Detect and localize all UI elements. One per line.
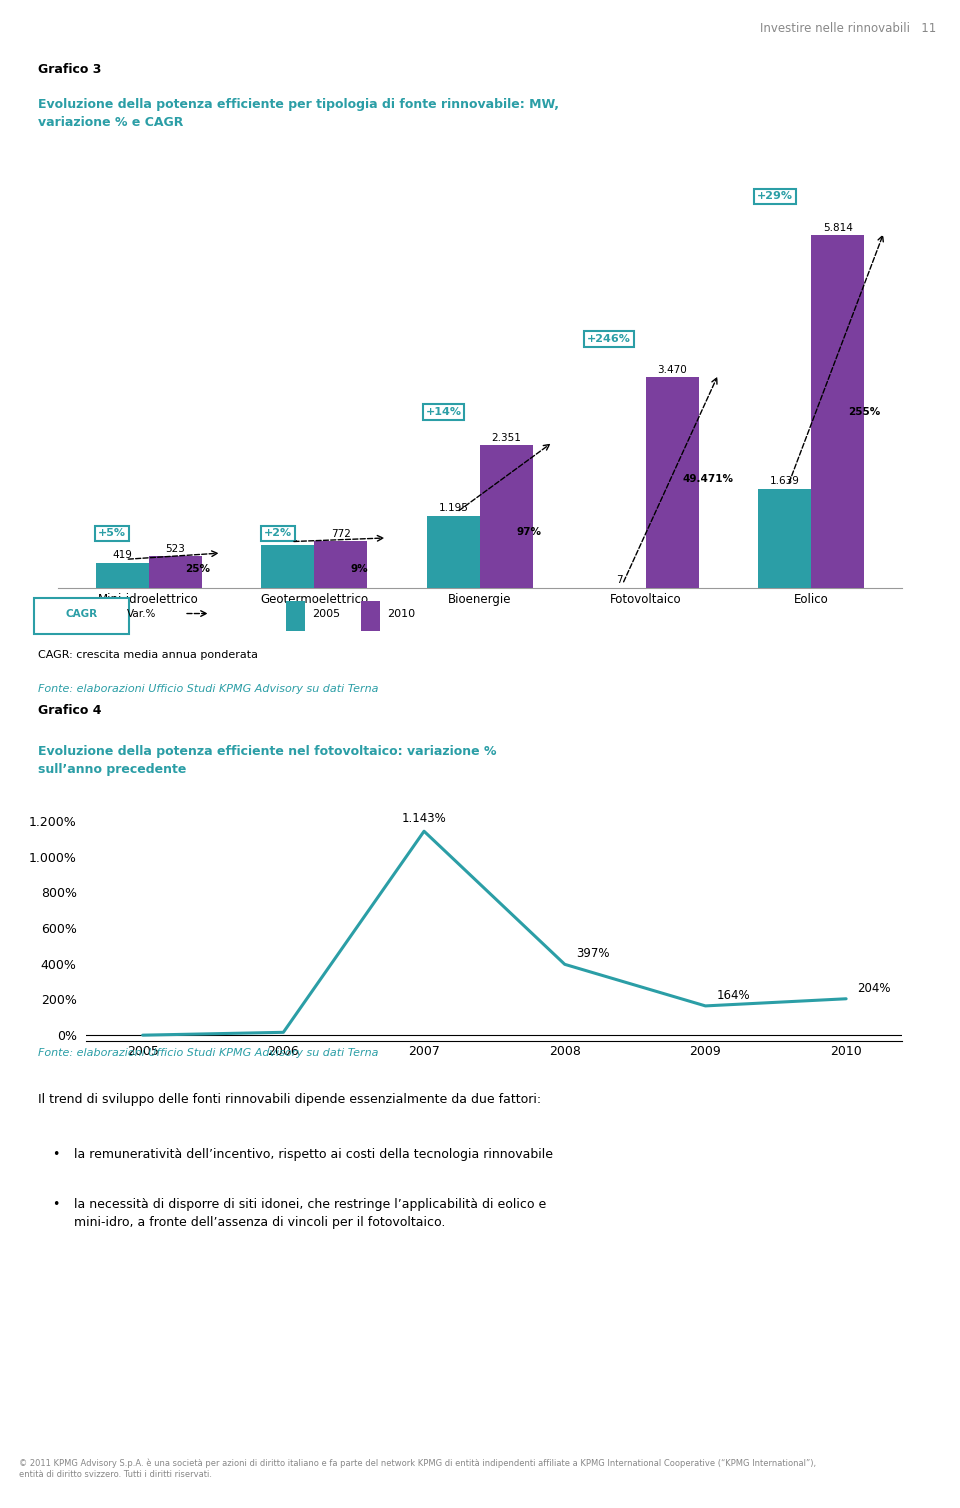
- Text: 419: 419: [112, 550, 132, 561]
- Text: Fonte: elaborazioni Ufficio Studi KPMG Advisory su dati Terna: Fonte: elaborazioni Ufficio Studi KPMG A…: [38, 685, 379, 694]
- Text: 1.195: 1.195: [439, 504, 468, 513]
- Text: +246%: +246%: [588, 335, 631, 344]
- Bar: [286, 602, 305, 630]
- Text: 5.814: 5.814: [823, 223, 852, 232]
- Text: 3.470: 3.470: [658, 365, 687, 375]
- Bar: [427, 516, 480, 588]
- Text: 9%: 9%: [350, 564, 369, 573]
- Bar: [758, 489, 811, 588]
- Bar: [314, 541, 368, 588]
- Bar: [361, 602, 380, 630]
- Text: la remuneratività dell’incentivo, rispetto ai costi della tecnologia rinnovabile: la remuneratività dell’incentivo, rispet…: [74, 1148, 553, 1161]
- Text: 772: 772: [331, 529, 350, 538]
- Text: 204%: 204%: [857, 982, 891, 995]
- Text: 164%: 164%: [717, 989, 751, 1003]
- Text: Grafico 3: Grafico 3: [38, 63, 102, 77]
- Text: 2.351: 2.351: [492, 433, 521, 443]
- Text: 397%: 397%: [576, 947, 610, 961]
- Text: +2%: +2%: [264, 528, 292, 538]
- Text: •: •: [52, 1199, 59, 1211]
- Text: Var.%: Var.%: [127, 609, 156, 618]
- Text: CAGR: crescita media annua ponderata: CAGR: crescita media annua ponderata: [38, 650, 258, 659]
- Text: 25%: 25%: [185, 564, 210, 573]
- Bar: [149, 556, 202, 588]
- Bar: [811, 235, 864, 588]
- Bar: [96, 562, 149, 588]
- Text: +29%: +29%: [756, 192, 793, 202]
- Text: +14%: +14%: [425, 407, 462, 418]
- Bar: [261, 544, 314, 588]
- Text: Il trend di sviluppo delle fonti rinnovabili dipende essenzialmente da due fatto: Il trend di sviluppo delle fonti rinnova…: [38, 1093, 541, 1107]
- Text: la necessità di disporre di siti idonei, che restringe l’applicabilità di eolico: la necessità di disporre di siti idonei,…: [74, 1199, 546, 1229]
- Text: © 2011 KPMG Advisory S.p.A. è una società per azioni di diritto italiano e fa pa: © 2011 KPMG Advisory S.p.A. è una societ…: [19, 1460, 816, 1479]
- FancyBboxPatch shape: [34, 597, 130, 635]
- Text: Grafico 4: Grafico 4: [38, 704, 102, 718]
- Text: 1.639: 1.639: [770, 477, 800, 486]
- Text: 2005: 2005: [312, 609, 340, 618]
- Bar: [480, 445, 533, 588]
- Text: 1.143%: 1.143%: [401, 811, 446, 825]
- Text: +5%: +5%: [98, 528, 127, 538]
- Text: Fonte: elaborazioni Ufficio Studi KPMG Advisory su dati Terna: Fonte: elaborazioni Ufficio Studi KPMG A…: [38, 1048, 379, 1059]
- Text: 7: 7: [615, 575, 622, 585]
- Text: CAGR: CAGR: [65, 609, 98, 618]
- Text: 2010: 2010: [387, 609, 416, 618]
- Text: 49.471%: 49.471%: [683, 474, 733, 484]
- Text: 255%: 255%: [848, 407, 880, 418]
- Bar: [646, 377, 699, 588]
- Text: 523: 523: [165, 544, 185, 553]
- Text: Evoluzione della potenza efficiente per tipologia di fonte rinnovabile: MW,
vari: Evoluzione della potenza efficiente per …: [38, 98, 560, 130]
- Text: Evoluzione della potenza efficiente nel fotovoltaico: variazione %
sull’anno pre: Evoluzione della potenza efficiente nel …: [38, 745, 497, 777]
- Text: 711: 711: [277, 532, 298, 543]
- Text: Investire nelle rinnovabili   11: Investire nelle rinnovabili 11: [759, 23, 936, 35]
- Text: 97%: 97%: [516, 528, 541, 537]
- Text: •: •: [52, 1148, 59, 1161]
